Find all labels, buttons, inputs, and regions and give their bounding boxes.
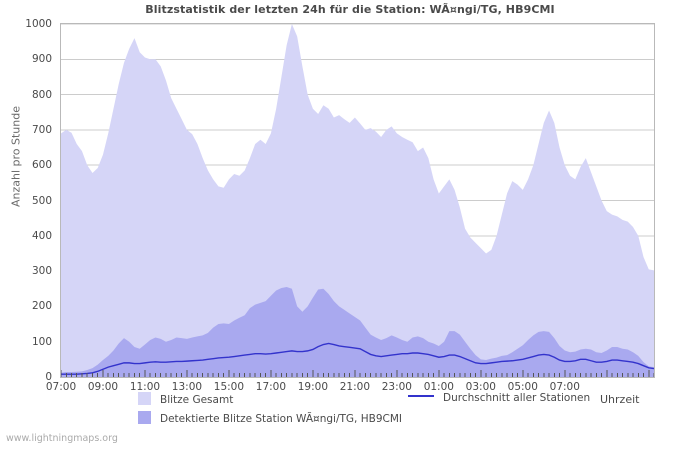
legend-label-average: Durchschnitt aller Stationen	[443, 392, 591, 404]
y-axis-tick-label: 600	[31, 159, 52, 172]
x-axis-tick-label: 01:00	[423, 381, 454, 393]
x-axis-tick-label: 19:00	[297, 381, 329, 393]
y-axis-tick-label: 800	[31, 88, 52, 101]
y-axis-tick-label: 900	[31, 53, 52, 66]
legend-label-station: Detektierte Blitze Station WÃ¤ngi/TG, HB…	[160, 413, 402, 425]
chart-canvas	[61, 24, 654, 377]
x-axis-tick-label: 07:00	[45, 381, 77, 393]
y-axis-tick-label: 300	[31, 265, 52, 278]
chart-legend: Blitze Gesamt Detektierte Blitze Station…	[0, 390, 700, 430]
legend-swatch-total	[138, 392, 151, 405]
x-axis-tick-label: 05:00	[507, 381, 538, 393]
y-axis-tick-label: 400	[31, 229, 52, 242]
y-axis-tick-label: 1000	[25, 18, 52, 30]
x-axis-tick-label: 17:00	[255, 381, 287, 393]
x-axis-tick-label: 15:00	[213, 381, 245, 393]
x-axis-tick-label: 23:00	[381, 381, 412, 393]
legend-label-total: Blitze Gesamt	[160, 394, 234, 406]
x-axis-label: Uhrzeit	[600, 393, 640, 406]
y-axis-tick-label: 700	[31, 123, 52, 136]
legend-swatch-station	[138, 411, 151, 424]
site-attribution: www.lightningmaps.org	[6, 433, 118, 444]
x-axis-tick-label: 21:00	[339, 381, 370, 393]
x-axis-tick-label: 03:00	[465, 381, 496, 393]
x-axis-tick-label: 11:00	[129, 381, 161, 393]
legend-item-total: Blitze Gesamt	[138, 392, 233, 406]
y-axis-label: Anzahl pro Stunde	[9, 106, 23, 208]
x-axis-tick-label: 13:00	[171, 381, 203, 393]
y-axis-tick-label: 200	[31, 300, 52, 313]
y-axis-tick-label: 100	[31, 335, 52, 348]
x-axis-tick-label: 07:00	[549, 381, 580, 393]
legend-item-station: Detektierte Blitze Station WÃ¤ngi/TG, HB…	[138, 411, 402, 425]
page-title: Blitzstatistik der letzten 24h für die S…	[145, 3, 555, 16]
y-axis-tick-label: 500	[31, 194, 52, 207]
legend-item-average: Durchschnitt aller Stationen	[408, 392, 590, 404]
plot-area	[60, 23, 655, 378]
legend-swatch-average	[408, 395, 434, 397]
y-axis-tick-label: 0	[45, 371, 52, 383]
x-axis-tick-label: 09:00	[87, 381, 119, 393]
